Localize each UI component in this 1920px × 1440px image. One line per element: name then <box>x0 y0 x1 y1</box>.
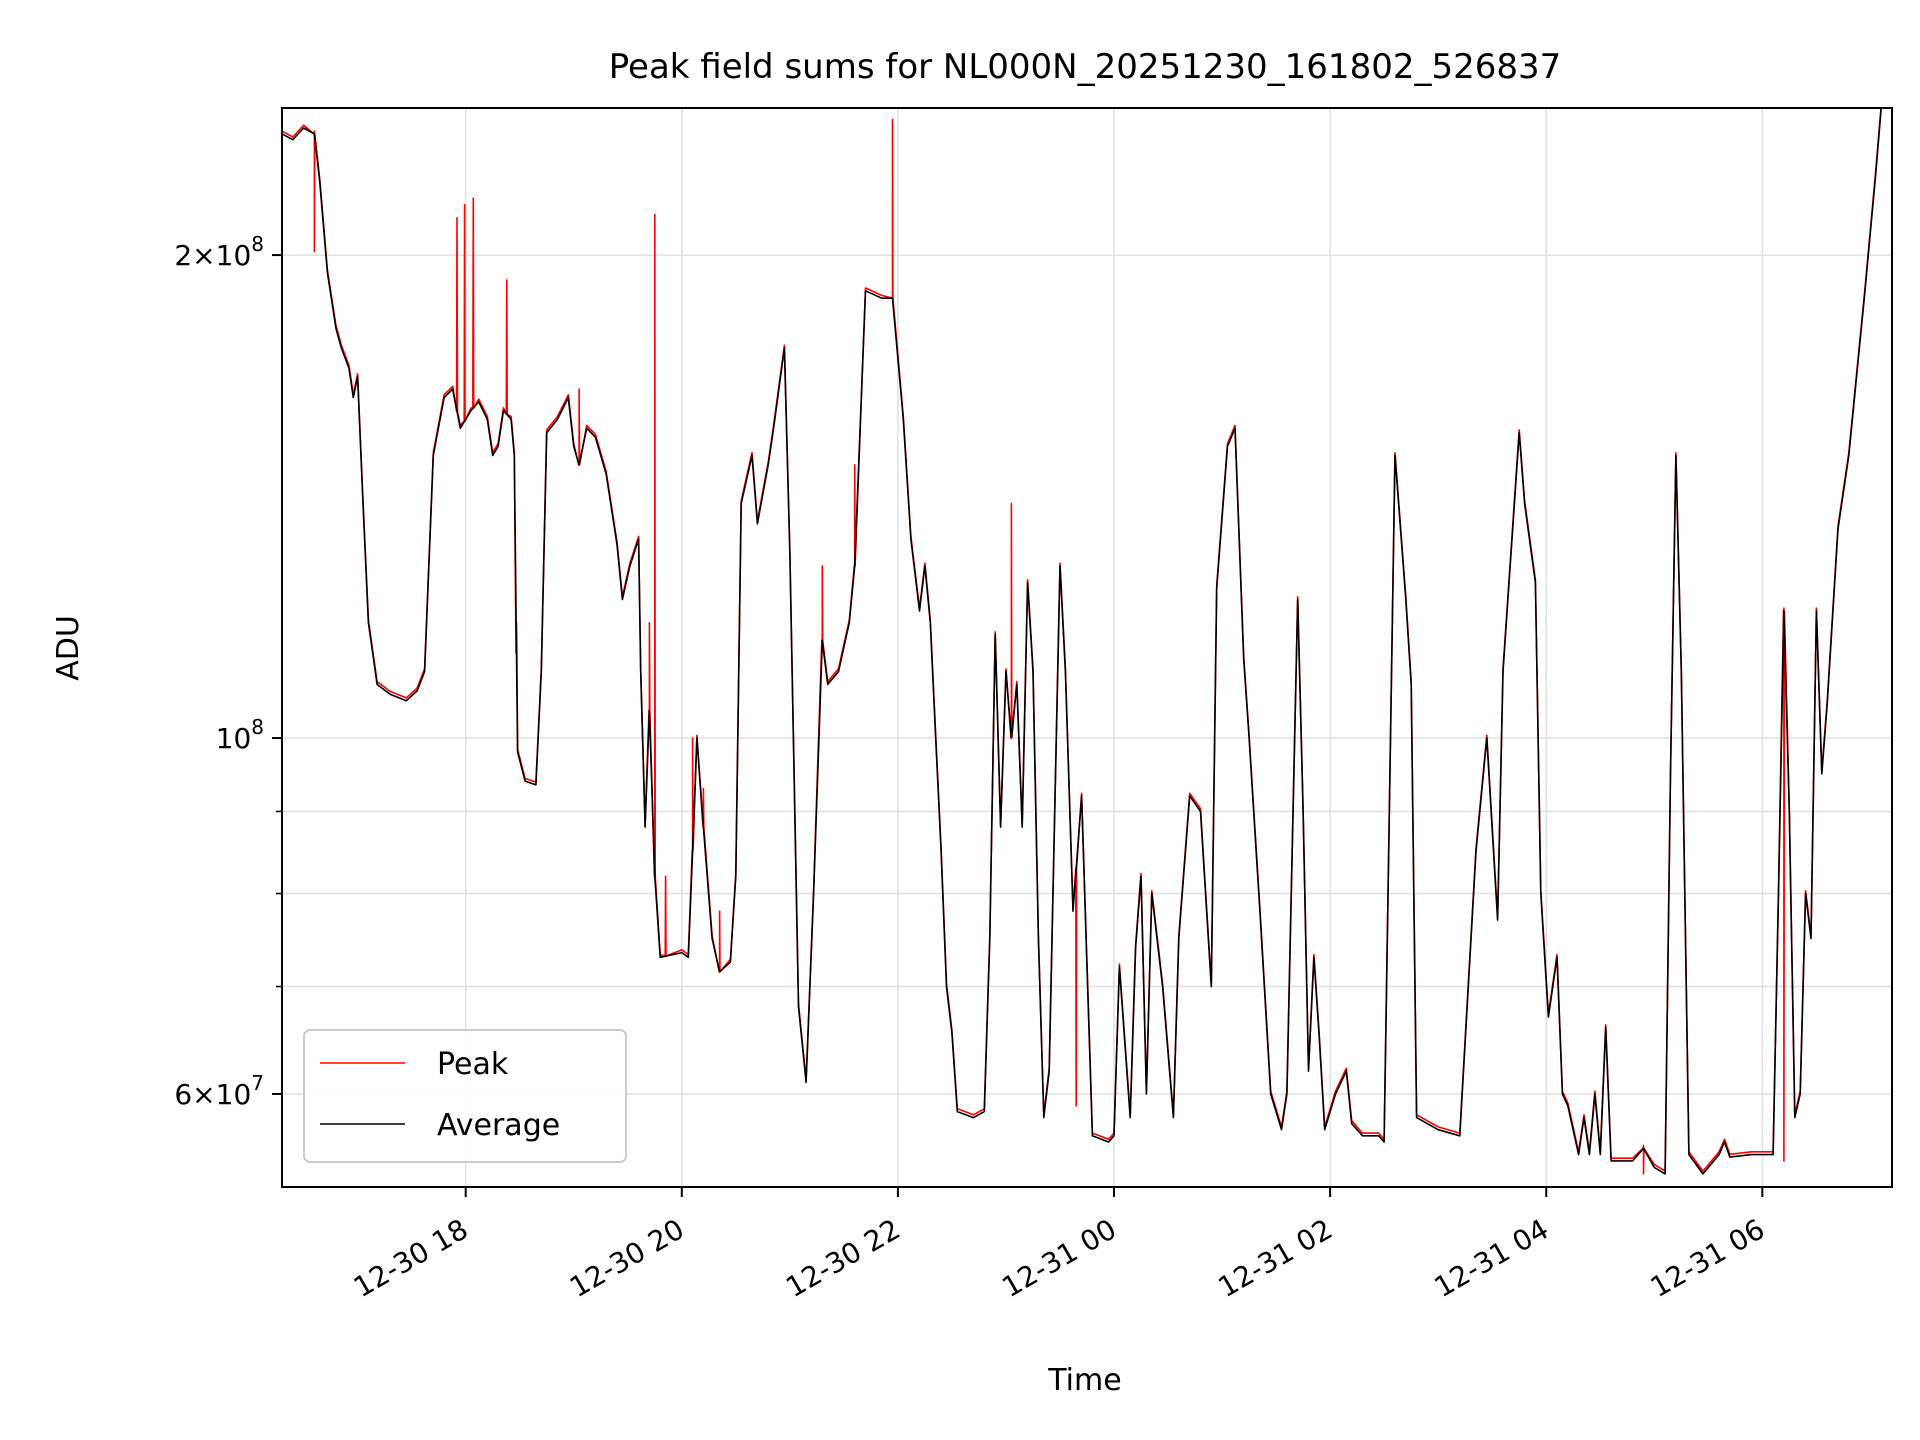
y-tick-exponent: 8 <box>251 715 264 739</box>
plot-frame <box>281 107 1893 1188</box>
y-axis-label: ADU <box>51 615 86 681</box>
y-tick-label: 2×108 <box>174 232 264 272</box>
y-tick-exponent: 7 <box>251 1071 264 1095</box>
y-tick-label: 6×107 <box>174 1071 264 1111</box>
y-tick-base: 6 <box>174 1078 192 1111</box>
legend: Peak Average <box>303 1029 627 1163</box>
series-line-average <box>282 108 1882 1175</box>
series-layer <box>282 108 1882 1175</box>
grid-layer <box>282 108 1892 1187</box>
y-tick-label: 108 <box>216 715 264 755</box>
y-tick-base: 2 <box>174 239 192 272</box>
legend-label-peak: Peak <box>437 1047 509 1082</box>
y-tick-times: ×10 <box>192 1078 251 1111</box>
x-axis-label: Time <box>1047 1363 1121 1398</box>
chart-title: Peak field sums for NL000N_20251230_1618… <box>609 47 1562 87</box>
legend-label-average: Average <box>437 1108 560 1143</box>
y-tick-base: 10 <box>216 722 252 755</box>
y-tick-times: ×10 <box>192 239 251 272</box>
y-tick-exponent: 8 <box>251 232 264 256</box>
